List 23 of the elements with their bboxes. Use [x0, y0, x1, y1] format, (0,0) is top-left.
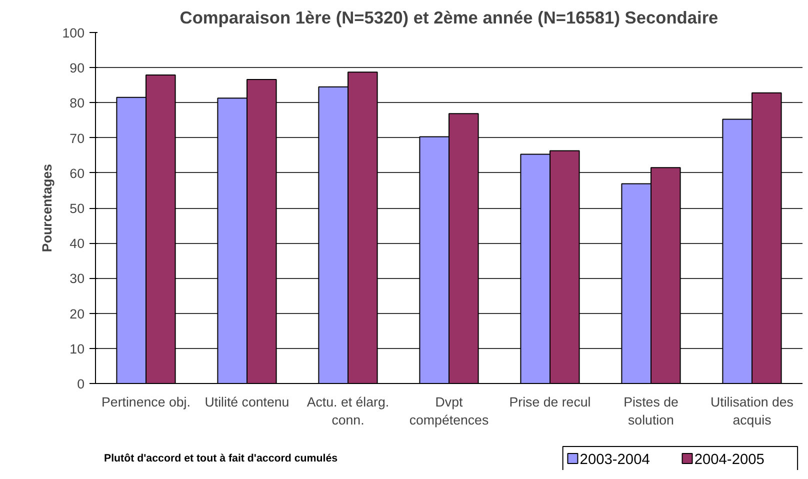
text: Plutôt d'accord et tout à fait d'accord cumulés: [104, 452, 338, 464]
y-tick-label: 20: [70, 306, 85, 322]
y-axis-title: Pourcentages: [39, 164, 54, 252]
x-tick-label: Dvpt compétences: [409, 394, 489, 428]
x-tick-label: Pistes de solution: [624, 394, 678, 428]
y-tick-label: 60: [70, 166, 85, 181]
x-tick-label: Prise de recul: [509, 394, 591, 410]
x-tick-label: Pertinence obj.: [102, 394, 190, 410]
y-tick-label: 80: [70, 96, 85, 111]
y-tick-label: 0: [77, 376, 85, 392]
y-tick-label: 90: [70, 60, 85, 76]
y-tick-label: 30: [70, 271, 85, 286]
x-tick-label: Utilité contenu: [204, 394, 290, 410]
y-tick-label: 50: [70, 201, 85, 216]
y-tick-label: 100: [62, 26, 85, 40]
legend-label: 2004-2005: [694, 452, 764, 468]
legend-label: 2003-2004: [580, 452, 650, 468]
x-tick-label: Utilisation des acquis: [710, 394, 794, 428]
chart-title: Comparaison 1ère (N=5320) et 2ème année (N=16581) Secondaire: [180, 8, 719, 28]
y-tick-label: 70: [70, 130, 85, 146]
x-tick-label: Actu. et élarg. conn.: [306, 394, 390, 428]
y-tick-label: 10: [70, 341, 85, 356]
y-tick-label: 40: [70, 236, 85, 252]
